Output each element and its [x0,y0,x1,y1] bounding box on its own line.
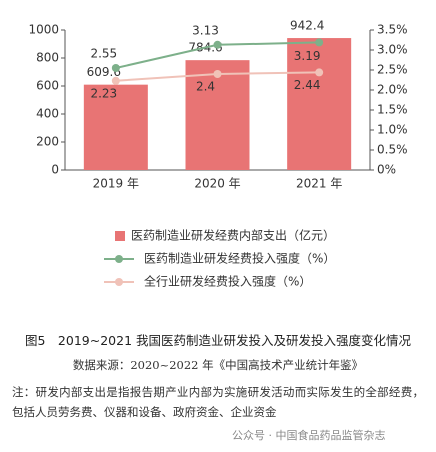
y2-tick-label: 3.0% [377,43,408,57]
y-tick-label: 1000 [28,23,59,37]
caption: 图5 2019~2021 我国医药制造业研发投入及研发投入强度变化情况 [24,333,412,348]
x-tick-label: 2021 年 [296,177,342,191]
y2-tick-label: 1.0% [377,123,408,137]
watermark: 公众号 · 中国食品药品监管杂志 [232,429,386,442]
bar [83,84,148,170]
legend-label: 医药制造业研发经费内部支出（亿元） [131,228,335,243]
y2-tick-label: 3.5% [377,23,408,37]
y-tick-label: 600 [36,79,59,93]
point [111,76,120,85]
point-label: 3.19 [294,49,321,63]
point-label: 2.4 [196,80,215,94]
point-label: 2.23 [90,86,117,100]
point [315,68,324,77]
y2-tick-label: 0.5% [377,143,408,157]
legend-label: 医药制造业研发经费投入强度（%） [144,251,335,266]
legend-swatch [115,255,123,263]
y2-tick-label: 1.5% [377,103,408,117]
source: 数据来源：2020~2022 年《中国高技术产业统计年鉴》 [72,358,364,372]
x-tick-label: 2020 年 [194,177,240,191]
y-tick-label: 400 [36,107,59,121]
point [213,70,222,78]
point-label: 3.13 [192,23,219,37]
y2-tick-label: 0% [377,163,396,177]
y2-tick-label: 2.0% [377,83,408,97]
bar [287,38,352,171]
x-tick-label: 2019 年 [93,177,139,191]
bar [185,60,250,170]
point [111,64,120,72]
legend-swatch [115,278,123,286]
y-tick-label: 0 [51,163,59,177]
point [315,38,324,47]
point-label: 2.44 [294,78,321,92]
legend-label: 全行业研发经费投入强度（%） [144,274,311,289]
legend-swatch [115,231,125,241]
bar-label: 942.4 [290,19,324,33]
chart: 0 200 400 600 800 1000 0% 0.5% 1.0% 1.5% 2.0% 2.5% 3… [28,19,408,289]
y-tick-label: 800 [36,51,59,65]
point [213,40,222,49]
note: 注：研发内部支出是指报告期产业内部为实施研发活动而实际发生的全部经费，包括人员劳… [12,385,424,419]
y2-tick-label: 2.5% [377,63,408,77]
y-tick-label: 200 [36,135,59,149]
point-label: 2.55 [90,47,117,61]
